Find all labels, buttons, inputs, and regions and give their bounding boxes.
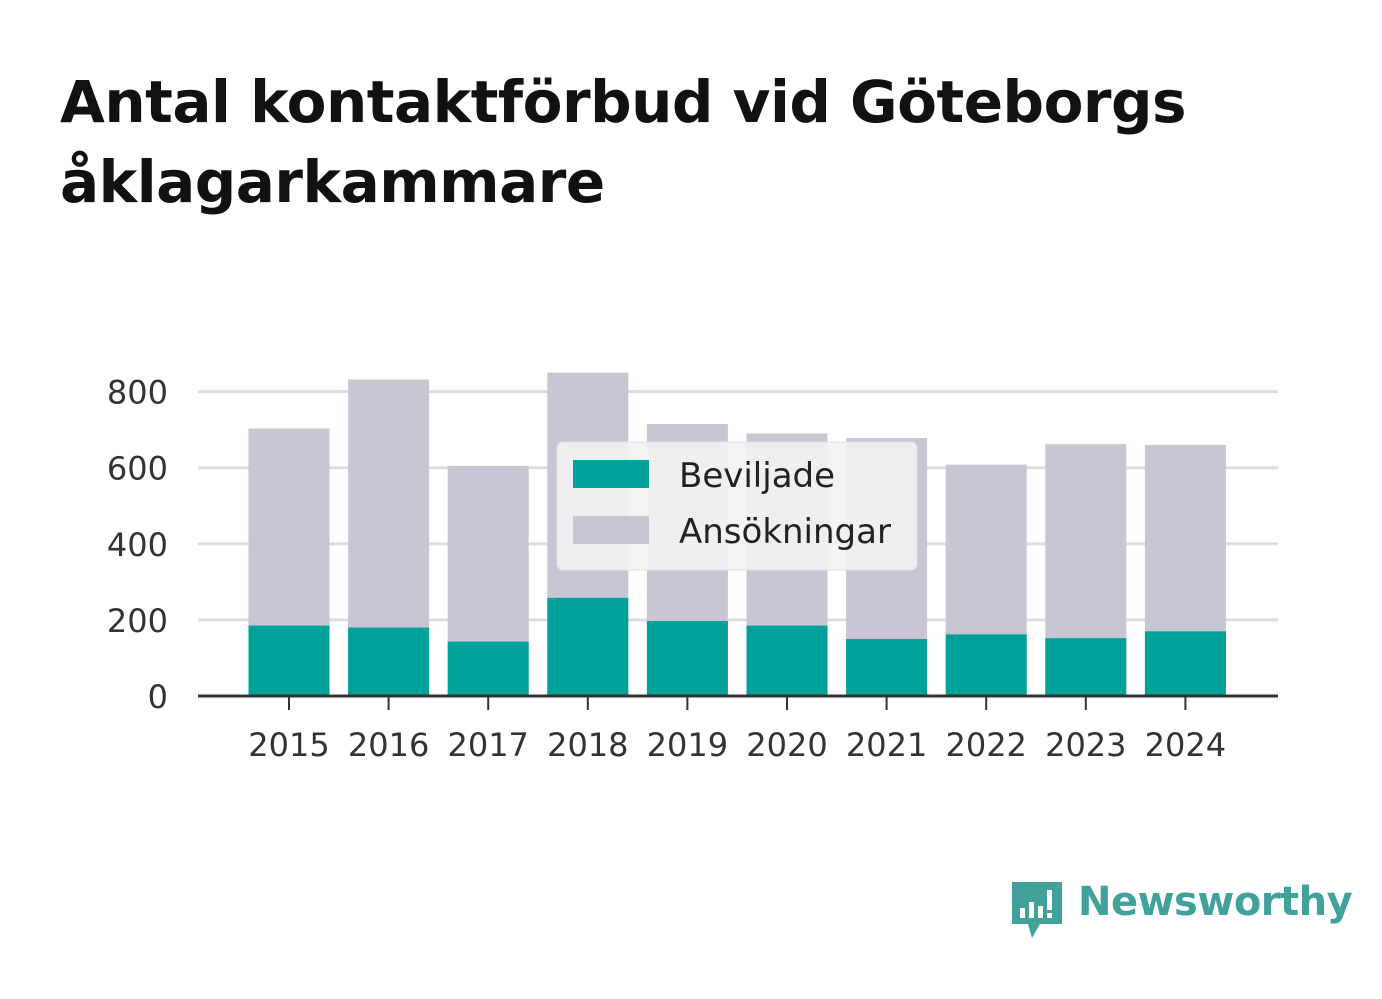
y-tick-label: 400 [107,526,168,564]
newsworthy-logo-text: Newsworthy [1078,879,1353,925]
x-tick-label: 2019 [647,726,728,764]
x-tick-label: 2017 [447,726,528,764]
bar-beviljade [746,625,828,696]
chart-title: Antal kontaktförbud vid Göteborgs åklaga… [60,68,1187,216]
bar-beviljade [846,638,928,696]
x-tick-label: 2021 [846,726,927,764]
legend-label: Beviljade [679,456,835,496]
bar-beviljade [1144,631,1226,696]
y-tick-label: 800 [107,374,168,412]
y-tick-label: 200 [107,602,168,640]
bar-beviljade [248,625,330,696]
newsworthy-logo [1012,882,1062,938]
legend-label: Ansökningar [679,512,891,552]
bar-beviljade [348,627,430,696]
x-tick-label: 2024 [1145,726,1226,764]
axes: 0 200 400 600 800 2015 2016 2017 2018 2019 2020 202… [107,374,1278,764]
y-tick-label: 600 [107,450,168,488]
bar-beviljade [447,641,529,696]
legend-swatch [573,516,649,544]
y-tick-label: 0 [148,678,168,716]
bar-beviljade [945,634,1027,696]
x-tick-label: 2016 [348,726,429,764]
x-tick-label: 2018 [547,726,628,764]
x-tick-label: 2020 [746,726,827,764]
x-tick-label: 2015 [248,726,329,764]
bar-beviljade [1045,638,1127,696]
legend-swatch [573,460,649,488]
legend: Beviljade Ansökningar [556,441,918,571]
x-tick-label: 2022 [945,726,1026,764]
bar-beviljade [547,597,629,696]
x-tick-label: 2023 [1045,726,1126,764]
newsworthy-logo-icon [1012,882,1062,938]
bar-beviljade [646,621,728,696]
